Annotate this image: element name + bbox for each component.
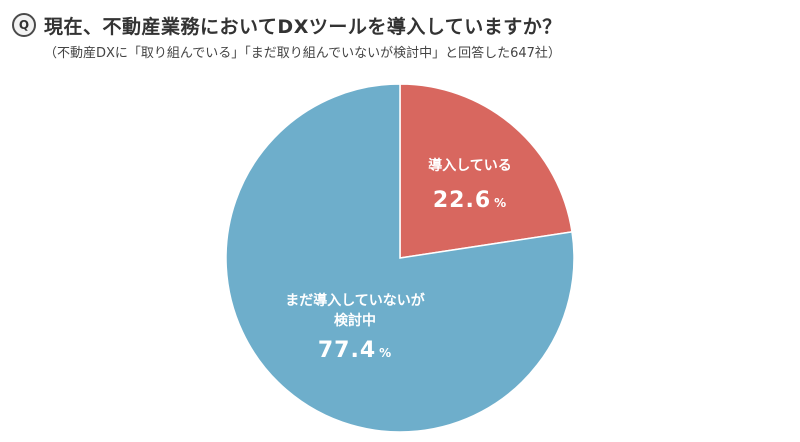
- slice-unit-2: %: [379, 346, 392, 360]
- pie-slice-2: [225, 83, 575, 433]
- question-badge-icon: Q: [12, 13, 36, 37]
- pie-slice-1: [399, 83, 573, 259]
- question-title: 現在、不動産業務においてDXツールを導入していますか？: [44, 16, 562, 38]
- slice-unit-1: %: [494, 196, 507, 210]
- slice-label-2-line-1: まだ導入していないが: [285, 292, 426, 309]
- slice-label-2-line-2: 検討中: [334, 312, 376, 329]
- respondent-note: （不動産DXに「取り組んでいる」「まだ取り組んでいないが検討中」と回答した647…: [44, 46, 561, 61]
- slice-label-1-line-1: 導入している: [428, 157, 512, 174]
